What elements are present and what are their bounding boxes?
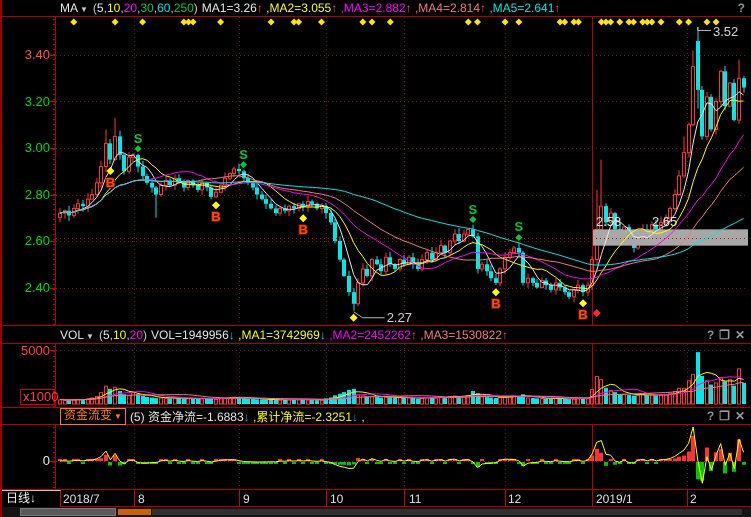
trend-arrow-icon: ↓ xyxy=(352,409,359,424)
header-token: ,MA3=1530822 xyxy=(416,327,503,342)
header-token: , xyxy=(109,327,113,342)
header-token: , xyxy=(120,1,124,15)
chevron-down-icon: ▼ xyxy=(114,411,122,421)
header-token: ,MA1=3742969 xyxy=(234,327,320,342)
month-gridline xyxy=(687,490,688,506)
date-label: 9 xyxy=(243,492,250,506)
trend-arrow-icon: ↓ xyxy=(319,327,326,342)
date-label: 12 xyxy=(508,492,522,506)
date-label: 10 xyxy=(330,492,344,506)
header-token: , xyxy=(137,1,141,15)
header-token: ,MA3=2.882 xyxy=(337,1,406,15)
trend-arrow-icon: ↑ xyxy=(331,1,338,15)
header-token: ,累计净流=-2.3251 xyxy=(249,409,353,424)
period-label: 日线 xyxy=(6,491,31,505)
header-token: , xyxy=(103,1,107,15)
restore-icon[interactable]: ❐ xyxy=(719,409,730,423)
fundflow-indicator-selector[interactable]: 资金流变 ▼ xyxy=(60,407,126,425)
main-price-chart[interactable] xyxy=(0,17,751,325)
main-indicator-bar: MA ▼ (5,10,20,30,60,250) MA1=3.26↑ ,MA2=3… xyxy=(0,0,751,16)
header-token: MA1=3.26 xyxy=(201,1,257,15)
period-selector[interactable]: 日线↓ xyxy=(2,490,61,507)
ma-readout: MA1=3.26↑ ,MA2=3.055↑ ,MA3=2.882↑ ,MA4=2… xyxy=(202,1,561,15)
date-axis: 2018/7 8 9 10 11 12 2019/1 2 xyxy=(0,490,751,506)
header-token: ) xyxy=(193,1,198,15)
header-token: (5) xyxy=(129,409,148,424)
date-label: 2019/1 xyxy=(596,492,633,506)
restore-icon[interactable]: ❐ xyxy=(719,327,730,342)
header-token: , xyxy=(126,327,130,342)
trend-arrow-icon: ↑ xyxy=(480,1,487,15)
scrollbar-track[interactable] xyxy=(152,509,742,515)
header-token: 20 xyxy=(123,1,138,15)
header-token: , xyxy=(153,1,158,15)
header-token: 10 xyxy=(106,1,121,15)
help-icon[interactable]: ? xyxy=(737,1,745,15)
fund-readout: (5) 资金净流=-1.6883↓ ,累计净流=-2.3251↓ , xyxy=(130,408,365,425)
vol-params: (5,10,20) xyxy=(99,328,147,342)
close-icon[interactable]: ✕ xyxy=(734,409,745,423)
volume-indicator-bar: VOL ▼ (5,10,20) VOL=1949956↓ ,MA1=3742969… xyxy=(0,326,751,343)
header-token: 60 xyxy=(157,1,171,15)
month-gridline xyxy=(404,490,405,506)
trend-arrow-icon: ↑ xyxy=(256,1,263,15)
close-icon[interactable]: ✕ xyxy=(734,327,745,342)
date-label: 8 xyxy=(138,492,145,506)
header-token: ) xyxy=(143,327,148,342)
header-token: 30 xyxy=(140,1,154,15)
date-label: 11 xyxy=(409,492,422,506)
header-token: 5 xyxy=(102,327,110,342)
header-token: , xyxy=(170,1,174,15)
indicator-label: MA xyxy=(60,1,78,15)
horizontal-scrollbar[interactable] xyxy=(0,507,751,517)
trend-arrow-icon: ↓ xyxy=(243,409,250,424)
indicator-label: 资金流变 xyxy=(64,407,113,422)
trend-arrow-icon: ↑ xyxy=(410,327,417,342)
fundflow-indicator-bar: 资金流变 ▼ (5) 资金净流=-1.6883↓ ,累计净流=-2.3251↓ ,… xyxy=(0,407,751,425)
trend-arrow-icon: ↓ xyxy=(228,327,235,342)
header-token: ,MA2=2452262 xyxy=(325,327,411,342)
date-label: 2 xyxy=(690,492,697,506)
header-token: ,MA4=2.814 xyxy=(411,1,481,15)
month-gridline xyxy=(239,490,240,506)
header-token: 5 xyxy=(96,1,104,15)
trend-arrow-icon: ↑ xyxy=(405,1,412,15)
vol-readout: VOL=1949956↓ ,MA1=3742969↓ ,MA2=2452262↑… xyxy=(151,328,508,342)
header-token: 20 xyxy=(129,327,144,342)
arrow-down-icon: ↓ xyxy=(30,491,37,505)
header-token: , xyxy=(358,409,365,424)
header-token: ( xyxy=(92,1,97,15)
header-token: ,MA2=3.055 xyxy=(262,1,332,15)
indicator-label: VOL xyxy=(60,327,85,342)
scrollbar-thumb[interactable] xyxy=(20,508,116,516)
header-token: VOL=1949956 xyxy=(151,327,229,342)
month-gridline xyxy=(326,490,327,506)
volume-chart[interactable] xyxy=(0,344,751,407)
month-gridline xyxy=(592,490,593,506)
help-icon[interactable]: ? xyxy=(706,327,715,342)
trend-arrow-icon: ↑ xyxy=(554,1,561,15)
help-icon[interactable]: ? xyxy=(706,409,715,423)
chevron-down-icon: ▼ xyxy=(86,331,94,341)
volume-indicator-selector[interactable]: VOL ▼ xyxy=(60,328,94,342)
ma-params: (5,10,20,30,60,250) xyxy=(93,1,198,15)
trend-arrow-icon: ↑ xyxy=(502,327,509,342)
header-token: 资金净流=-1.6883 xyxy=(147,409,244,424)
header-token: 10 xyxy=(112,327,127,342)
chevron-down-icon: ▼ xyxy=(80,5,88,14)
month-gridline xyxy=(505,490,506,506)
fundflow-chart[interactable] xyxy=(0,425,751,489)
header-token: ( xyxy=(98,327,103,342)
scrollbar-view-indicator xyxy=(118,509,151,515)
indicator-selector[interactable]: MA ▼ xyxy=(60,1,88,15)
date-label: 2018/7 xyxy=(63,492,100,506)
header-token: ,MA5=2.641 xyxy=(486,1,555,15)
month-gridline xyxy=(134,490,135,506)
header-token: 250 xyxy=(173,1,194,15)
